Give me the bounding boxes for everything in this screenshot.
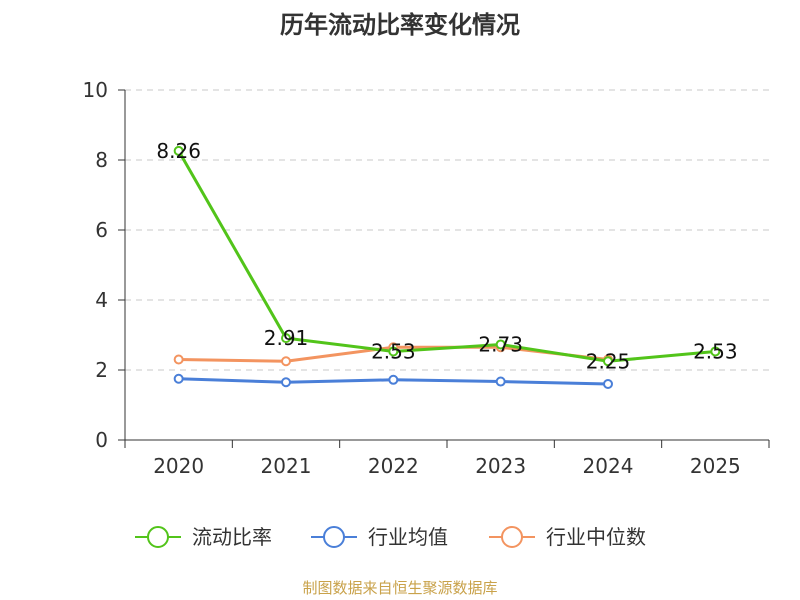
data-label: 2.91	[264, 326, 309, 350]
source-note: 制图数据来自恒生聚源数据库	[302, 579, 497, 597]
data-point	[495, 376, 506, 387]
data-point	[603, 356, 613, 367]
data-point	[173, 145, 184, 156]
series-line-0	[177, 150, 716, 363]
gridlines	[125, 89, 769, 371]
data-point	[388, 346, 399, 357]
data-point	[603, 379, 613, 389]
data-labels: 8.26 2.91 2.53 2.73 2.25 2.53	[156, 139, 737, 373]
y-tick-label: 6	[95, 218, 108, 242]
data-point	[388, 374, 399, 385]
series-lines	[173, 145, 721, 389]
legend[interactable]: 流动比率 行业均值 行业中位数	[135, 525, 646, 549]
x-tick-label: 2024	[583, 454, 634, 478]
legend-item-2[interactable]: 行业中位数	[489, 525, 646, 549]
legend-label: 流动比率	[192, 525, 272, 549]
data-point	[173, 354, 184, 365]
x-tick-label: 2022	[368, 454, 419, 478]
data-point	[281, 377, 291, 388]
legend-item-0[interactable]: 流动比率	[135, 525, 272, 549]
y-tick-label: 2	[95, 358, 108, 382]
legend-label: 行业均值	[368, 525, 448, 549]
x-tick-label: 2020	[153, 454, 204, 478]
data-label: 2.53	[371, 339, 416, 363]
data-point	[173, 373, 184, 384]
data-point	[281, 333, 291, 344]
y-tick-label: 8	[95, 148, 108, 172]
legend-swatch-marker	[147, 526, 169, 548]
data-label: 8.26	[156, 139, 201, 163]
data-point	[710, 346, 721, 357]
data-label: 2.53	[693, 339, 738, 363]
data-point	[281, 356, 291, 367]
data-point	[495, 339, 506, 350]
data-label: 2.73	[478, 332, 523, 356]
data-label: 2.25	[586, 349, 631, 373]
chart-title: 历年流动比率变化情况	[280, 11, 520, 39]
y-tick-label: 4	[95, 288, 108, 312]
legend-item-1[interactable]: 行业均值	[311, 525, 448, 549]
x-tick-label: 2025	[690, 454, 741, 478]
legend-swatch-marker	[501, 526, 523, 548]
y-tick-label: 0	[95, 428, 108, 452]
x-tick-label: 2023	[475, 454, 526, 478]
legend-label: 行业中位数	[546, 525, 646, 549]
legend-swatch-marker	[323, 526, 345, 548]
y-tick-label: 10	[83, 78, 108, 102]
x-tick-label: 2021	[261, 454, 312, 478]
axes: 0 2 4 6 8 10 2020 2021 2022 2023 2024 2025	[83, 78, 770, 478]
